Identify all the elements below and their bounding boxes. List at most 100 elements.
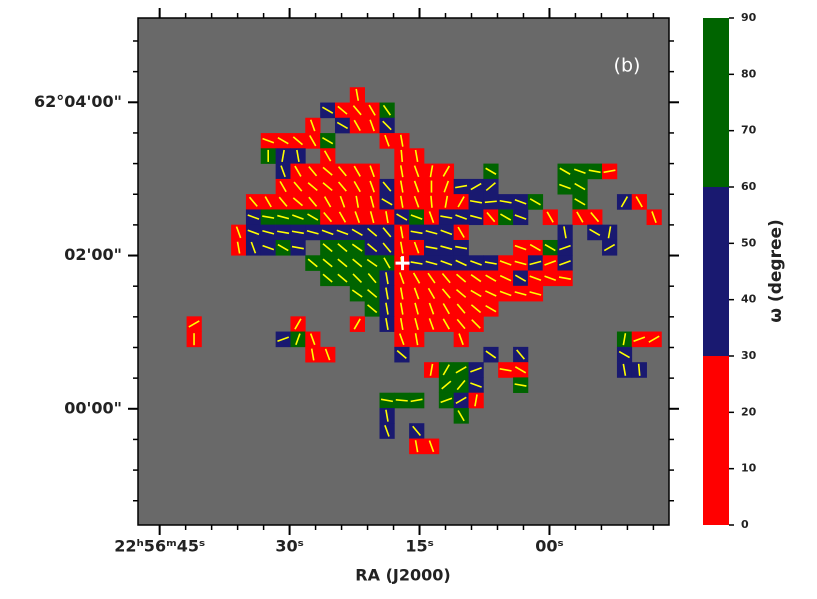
polarization-vector [442, 364, 450, 376]
polarization-vector [455, 184, 468, 189]
polarization-vector [322, 166, 333, 176]
polarization-vector [484, 200, 497, 204]
polarization-vector [442, 165, 450, 177]
polarization-vector [440, 245, 453, 250]
polarization-vector [382, 242, 392, 253]
polarization-vector [396, 213, 408, 221]
polarization-vector [546, 211, 554, 223]
polarization-vector [456, 318, 466, 330]
polarization-vector [457, 226, 465, 238]
polarization-vector [410, 230, 423, 235]
polarization-vector [306, 229, 319, 235]
polarization-vector [369, 119, 375, 132]
polarization-vector [381, 198, 393, 206]
polarization-vector [425, 245, 438, 250]
polarization-vector [635, 196, 643, 208]
colorbar-tick-label: 90 [741, 11, 757, 24]
polarization-vector [292, 197, 304, 207]
polarization-vector [486, 211, 496, 223]
polarization-vector [633, 336, 646, 342]
polarization-vector [514, 214, 527, 220]
polarization-vector [485, 290, 497, 297]
polarization-vector [429, 363, 434, 376]
polarization-vector [262, 229, 275, 235]
polarization-vector [308, 166, 318, 177]
y-tick-label: 62°04'00" [34, 92, 122, 111]
polarization-vector [262, 215, 275, 219]
polarization-vector [443, 180, 450, 193]
polarization-vector [400, 149, 404, 162]
polarization-vector [576, 211, 584, 223]
polarization-vector [410, 261, 423, 265]
y-tick-label: 00'00" [64, 398, 122, 417]
polarization-vector [247, 229, 260, 236]
polarization-vector [442, 318, 450, 330]
polarization-vector [425, 229, 438, 235]
polarization-vector [514, 244, 527, 251]
polarization-vector [278, 196, 288, 207]
polarization-vector [294, 165, 302, 177]
polarization-vector [399, 317, 404, 331]
polarization-vector [469, 199, 483, 204]
polarization-vector [352, 105, 362, 116]
polarization-vector [291, 245, 304, 250]
polarization-vector [352, 258, 363, 268]
polarization-vector [620, 196, 629, 208]
polarization-vector [295, 333, 301, 346]
polarization-vector [651, 211, 657, 224]
polarization-vector [558, 276, 572, 280]
polarization-vector [308, 196, 318, 207]
polarization-vector [470, 289, 482, 298]
polarization-vector [428, 318, 435, 330]
polarization-vector [573, 168, 586, 175]
polarization-vector [514, 291, 527, 296]
polarization-vector [292, 136, 304, 146]
polarization-vector [396, 350, 407, 359]
polarization-vector [385, 287, 389, 300]
polarization-vector [355, 88, 360, 101]
polarization-vector [262, 244, 275, 251]
polarization-vector [514, 274, 527, 282]
polarization-vector [440, 397, 453, 404]
polarization-vector [440, 215, 453, 219]
colorbar-tick-label: 60 [741, 180, 757, 193]
polarization-vector [399, 165, 404, 178]
colorbar-tick-label: 70 [741, 124, 757, 137]
y-tick-label: 02'00" [64, 245, 122, 264]
polarization-vector [351, 228, 363, 236]
polarization-vector [455, 273, 467, 283]
plot-frame [137, 17, 670, 526]
polarization-vector [367, 243, 378, 253]
polarization-vector [603, 243, 616, 252]
polarization-vector [296, 149, 300, 162]
colorbar-tick-label: 20 [741, 405, 757, 418]
colorbar-tick-label: 10 [741, 462, 757, 475]
colorbar-segment [703, 187, 729, 356]
polarization-vector [383, 257, 391, 269]
polarization-vector [470, 367, 482, 373]
polarization-vector [428, 440, 435, 453]
polarization-vector [544, 243, 556, 252]
polarization-vector [559, 244, 571, 251]
polarization-vector [440, 260, 453, 266]
polarization-vector [544, 275, 557, 281]
polarization-vector [440, 229, 453, 236]
polarization-vector [529, 260, 542, 266]
polarization-vector [235, 226, 242, 239]
colorbar-tick-label: 30 [741, 349, 757, 362]
polarization-vector [456, 303, 466, 314]
polarization-vector [648, 335, 660, 343]
polarization-vector [441, 273, 451, 284]
polarization-vector [336, 121, 349, 130]
x-axis-title: RA (J2000) [355, 566, 450, 585]
polarization-vector [247, 214, 260, 220]
polarization-vector [514, 383, 527, 387]
polarization-vector [428, 302, 435, 315]
polarization-vector [380, 398, 394, 403]
polarization-vector [514, 366, 527, 374]
polarization-vector [456, 379, 466, 391]
polarization-vector [353, 119, 361, 131]
polarization-vector [559, 260, 571, 266]
polarization-vector [322, 258, 333, 268]
polarization-vector [455, 288, 467, 298]
